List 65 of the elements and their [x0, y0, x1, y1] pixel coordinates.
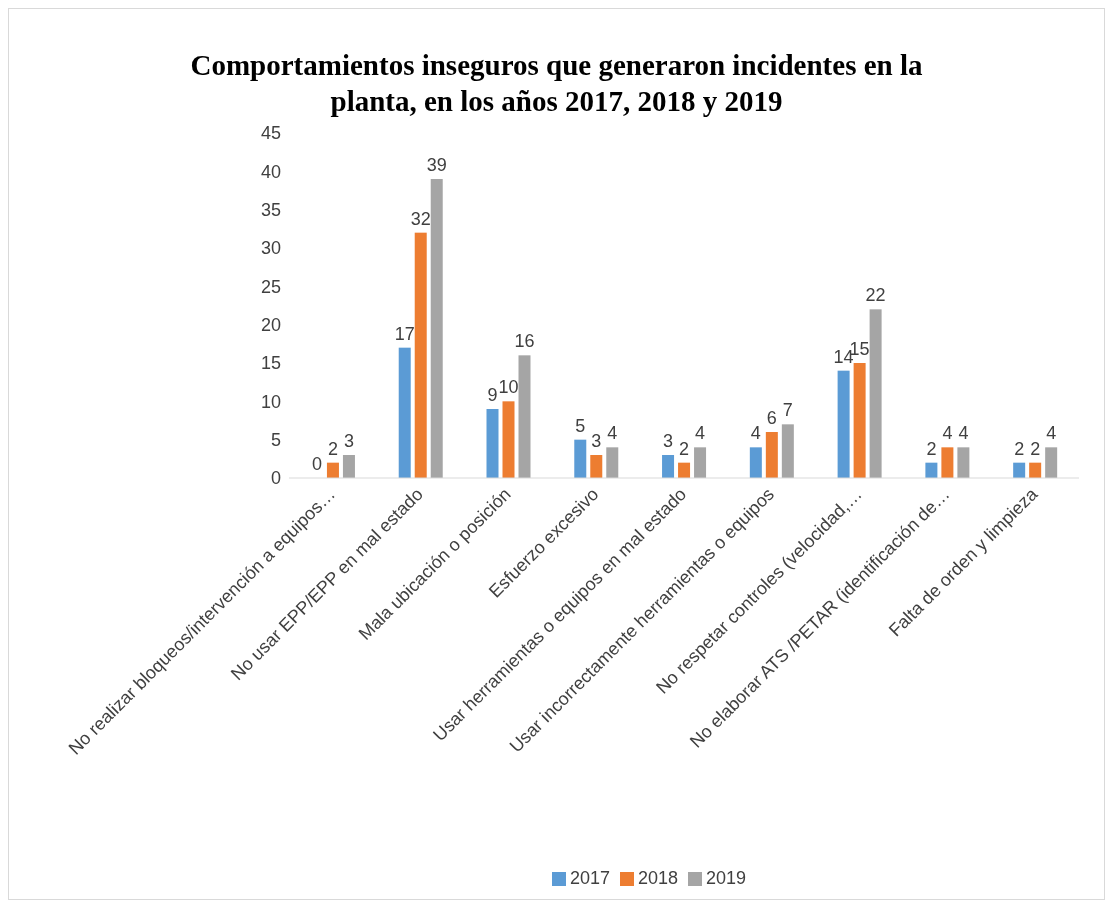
data-label: 4 [607, 423, 618, 444]
y-tick-label: 30 [260, 238, 281, 259]
chart-title: Comportamientos inseguros que generaron incidentes en la planta, en los años 2017, 2018 y 2019 [189, 48, 924, 119]
bar [398, 347, 411, 478]
bar [342, 455, 355, 478]
bar [574, 439, 587, 478]
y-tick-label: 15 [260, 353, 281, 374]
y-tick-label: 35 [260, 200, 281, 221]
data-label: 32 [410, 208, 431, 229]
data-label: 17 [394, 323, 415, 344]
legend-label: 2019 [706, 868, 747, 888]
data-label: 2 [926, 438, 937, 459]
bar [326, 462, 339, 478]
bar [590, 455, 603, 478]
data-label: 6 [766, 408, 777, 428]
data-label: 2 [327, 438, 338, 459]
bar [837, 370, 850, 478]
data-label: 4 [1046, 423, 1057, 444]
data-label: 3 [343, 431, 354, 451]
bar [518, 355, 531, 478]
bar [430, 179, 443, 478]
bar [765, 432, 778, 478]
data-label: 5 [575, 415, 586, 436]
data-label: 10 [498, 377, 519, 398]
legend-label: 2017 [569, 868, 610, 888]
y-tick-label: 20 [260, 315, 281, 336]
bar [1029, 462, 1042, 478]
bar [853, 363, 866, 478]
legend-label: 2018 [637, 868, 679, 888]
bar [781, 424, 794, 478]
bar [869, 309, 882, 478]
bar [678, 462, 691, 478]
data-label: 4 [958, 423, 969, 444]
y-tick-label: 5 [270, 430, 281, 451]
data-label: 16 [514, 331, 535, 352]
bar [662, 455, 675, 478]
bar [941, 447, 954, 478]
data-label: 9 [487, 385, 498, 405]
data-label: 7 [782, 400, 793, 421]
data-label: 39 [426, 155, 447, 175]
bar [957, 447, 970, 478]
data-label: 0 [311, 454, 322, 474]
data-label: 4 [942, 423, 953, 444]
data-label: 4 [695, 423, 706, 444]
data-label: 3 [663, 431, 674, 451]
bar [414, 232, 427, 478]
bar [1013, 462, 1026, 478]
data-label: 22 [865, 285, 886, 306]
data-label: 2 [679, 438, 690, 459]
bar [606, 447, 619, 478]
y-tick-label: 25 [260, 276, 281, 297]
data-label: 2 [1014, 438, 1025, 459]
data-label: 4 [750, 423, 761, 444]
bar [1045, 447, 1058, 478]
data-label: 3 [591, 431, 602, 451]
bar [925, 462, 938, 478]
bar [694, 447, 707, 478]
bar [502, 401, 515, 478]
y-tick-label: 45 [260, 123, 281, 144]
y-tick-label: 10 [260, 391, 281, 412]
y-tick-label: 0 [270, 468, 281, 489]
y-tick-label: 40 [260, 161, 281, 182]
bar [486, 409, 499, 478]
bar [749, 447, 762, 478]
data-label: 2 [1030, 438, 1041, 459]
